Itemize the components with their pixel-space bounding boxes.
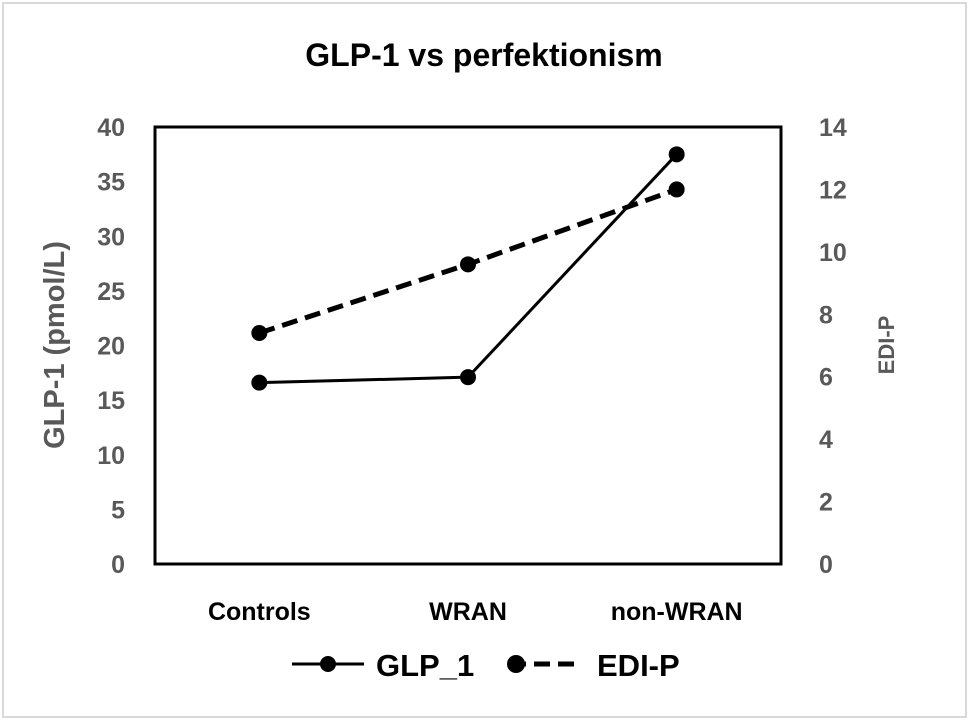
- x-axis-ticks: Controls WRAN non-WRAN: [208, 598, 743, 626]
- data-point-edip: [460, 256, 476, 273]
- y-left-tick-label: 25: [97, 278, 125, 306]
- legend-edip-label: EDI-P: [597, 648, 680, 683]
- y-axis-left-title: GLP-1 (pmol/L): [39, 241, 71, 449]
- legend-edip-marker: [507, 655, 525, 673]
- y-right-tick-label: 4: [819, 426, 833, 454]
- y-left-tick-label: 0: [111, 551, 125, 579]
- y-axis-right-title: EDI-P: [874, 316, 899, 375]
- y-right-tick-label: 2: [819, 489, 833, 517]
- data-point-glp1: [668, 146, 685, 163]
- data-point-edip: [668, 181, 685, 198]
- x-tick-label: non-WRAN: [611, 598, 743, 626]
- data-point-glp1: [460, 369, 476, 386]
- y-axis-left-ticks: 0 5 10 15 20 25 30 35 40: [97, 114, 125, 579]
- data-point-glp1: [251, 374, 268, 391]
- y-left-tick-label: 15: [97, 387, 125, 415]
- y-right-tick-label: 8: [819, 301, 833, 329]
- legend-item-glp1: GLP_1: [292, 648, 474, 683]
- x-tick-label: Controls: [208, 598, 311, 626]
- y-axis-right-ticks: 0 2 4 6 8 10 12 14: [819, 114, 847, 579]
- plot-area: [153, 125, 783, 566]
- y-left-tick-label: 30: [97, 223, 125, 251]
- legend-item-edip: EDI-P: [507, 648, 680, 683]
- y-right-tick-label: 6: [819, 364, 833, 392]
- y-left-tick-label: 5: [111, 496, 125, 524]
- data-point-edip: [251, 325, 268, 342]
- y-left-tick-label: 10: [97, 442, 125, 470]
- x-tick-label: WRAN: [429, 598, 507, 626]
- y-left-tick-label: 35: [97, 169, 125, 197]
- y-right-tick-label: 12: [819, 176, 847, 204]
- legend: GLP_1 EDI-P: [292, 648, 680, 683]
- y-left-tick-label: 40: [97, 114, 125, 142]
- legend-glp1-marker: [320, 656, 336, 672]
- series-layer: [251, 146, 685, 391]
- chart-title: GLP-1 vs perfektionism: [305, 37, 662, 73]
- y-left-tick-label: 20: [97, 333, 125, 361]
- y-right-tick-label: 14: [819, 114, 847, 142]
- legend-glp1-label: GLP_1: [376, 648, 474, 683]
- y-right-tick-label: 0: [819, 551, 833, 579]
- y-right-tick-label: 10: [819, 239, 847, 267]
